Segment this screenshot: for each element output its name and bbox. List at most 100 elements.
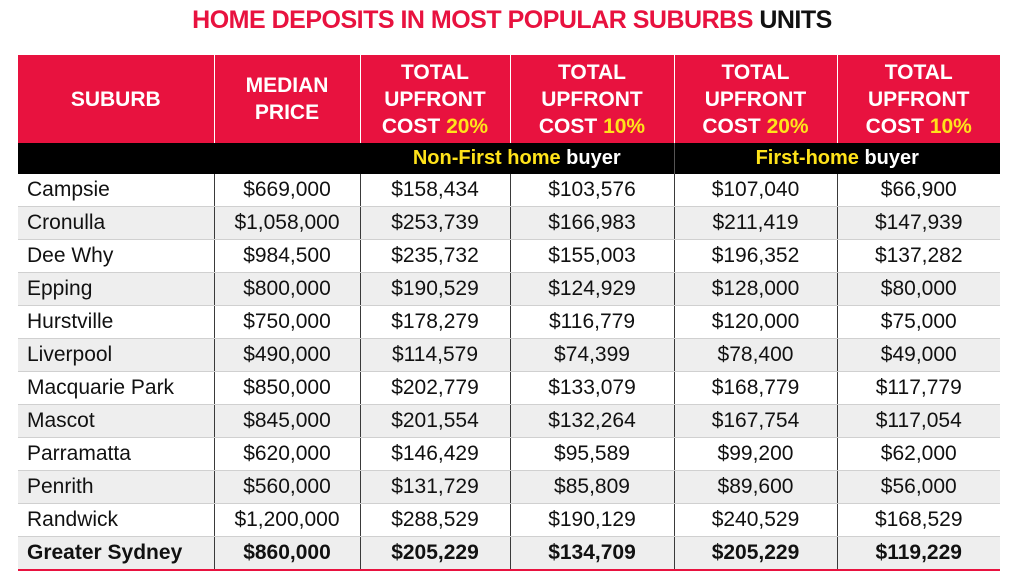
cell-nonfirst-20: $131,729	[360, 470, 511, 504]
header-row: SUBURB MEDIAN PRICE TOTAL UPFRONT COST 20% …	[18, 55, 1000, 143]
table-row: Randwick $1,200,000 $288,529 $190,129 $240,5…	[18, 503, 1000, 537]
cell-first-20: $196,352	[674, 239, 838, 273]
header-first-20: TOTAL UPFRONT COST 20%	[674, 55, 838, 143]
header-label: UPFRONT	[384, 87, 486, 111]
cell-median-price: $845,000	[214, 404, 361, 438]
buyer-group-row: Non-First home buyer First-home buyer	[18, 143, 1000, 174]
cell-suburb: Liverpool	[18, 338, 215, 372]
cell-nonfirst-10: $134,709	[510, 536, 675, 571]
cell-first-10: $137,282	[837, 239, 1000, 273]
cell-first-10: $66,900	[837, 174, 1000, 207]
cell-median-price: $860,000	[214, 536, 361, 571]
cell-suburb: Randwick	[18, 503, 215, 537]
header-label: COST	[865, 114, 924, 138]
cell-nonfirst-20: $158,434	[360, 174, 511, 207]
header-label: SUBURB	[70, 87, 161, 111]
group-rest: buyer	[560, 147, 621, 169]
cell-first-20: $211,419	[674, 206, 838, 240]
cell-nonfirst-10: $190,129	[510, 503, 675, 537]
cell-nonfirst-20: $114,579	[360, 338, 511, 372]
table-row: Dee Why $984,500 $235,732 $155,003 $196,352 $…	[18, 239, 1000, 273]
cell-nonfirst-10: $166,983	[510, 206, 675, 240]
header-pct: 10%	[603, 114, 646, 138]
table-title: HOME DEPOSITS IN MOST POPULAR SUBURBS UN…	[0, 6, 1024, 35]
cell-suburb: Campsie	[18, 174, 215, 207]
cell-median-price: $490,000	[214, 338, 361, 372]
table-row: Campsie $669,000 $158,434 $103,576 $107,040 $…	[18, 174, 1000, 207]
cell-suburb: Cronulla	[18, 206, 215, 240]
cell-suburb: Epping	[18, 272, 215, 306]
header-pct: 20%	[766, 114, 809, 138]
header-pct: 20%	[446, 114, 489, 138]
header-label: TOTAL	[400, 60, 470, 84]
header-label: TOTAL	[557, 60, 627, 84]
cell-first-10: $75,000	[837, 305, 1000, 339]
cell-suburb: Dee Why	[18, 239, 215, 273]
header-label: TOTAL	[721, 60, 790, 84]
header-suburb: SUBURB	[18, 55, 215, 143]
cell-median-price: $560,000	[214, 470, 361, 504]
cell-median-price: $669,000	[214, 174, 361, 207]
table-row: Cronulla $1,058,000 $253,739 $166,983 $211,4…	[18, 206, 1000, 240]
cell-first-10: $117,054	[837, 404, 1000, 438]
cell-nonfirst-10: $155,003	[510, 239, 675, 273]
group-first-home-buyer: First-home buyer	[674, 143, 1000, 174]
header-nonfirst-10: TOTAL UPFRONT COST 10%	[510, 55, 675, 143]
cell-first-20: $107,040	[674, 174, 838, 207]
cell-nonfirst-10: $132,264	[510, 404, 675, 438]
group-non-first-home-buyer: Non-First home buyer	[360, 143, 675, 174]
table-row: Parramatta $620,000 $146,429 $95,589 $99,200…	[18, 437, 1000, 471]
title-main: HOME DEPOSITS IN MOST POPULAR SUBURBS	[192, 6, 753, 34]
cell-nonfirst-10: $103,576	[510, 174, 675, 207]
cell-first-10: $80,000	[837, 272, 1000, 306]
cell-first-10: $119,229	[837, 536, 1000, 571]
cell-first-20: $99,200	[674, 437, 838, 471]
header-label: UPFRONT	[868, 87, 970, 111]
cell-median-price: $800,000	[214, 272, 361, 306]
cell-nonfirst-10: $124,929	[510, 272, 675, 306]
cell-nonfirst-20: $190,529	[360, 272, 511, 306]
table-row: Hurstville $750,000 $178,279 $116,779 $120,0…	[18, 305, 1000, 339]
cell-first-20: $78,400	[674, 338, 838, 372]
table-row: Epping $800,000 $190,529 $124,929 $128,000 $8…	[18, 272, 1000, 306]
cell-median-price: $750,000	[214, 305, 361, 339]
cell-first-10: $168,529	[837, 503, 1000, 537]
cell-first-10: $62,000	[837, 437, 1000, 471]
cell-first-20: $89,600	[674, 470, 838, 504]
cell-nonfirst-20: $202,779	[360, 371, 511, 405]
cell-nonfirst-10: $133,079	[510, 371, 675, 405]
cell-first-10: $56,000	[837, 470, 1000, 504]
table-row: Penrith $560,000 $131,729 $85,809 $89,600 $56…	[18, 470, 1000, 504]
cell-median-price: $620,000	[214, 437, 361, 471]
header-label: COST	[381, 114, 441, 138]
header-label: UPFRONT	[541, 87, 643, 111]
cell-first-20: $168,779	[674, 371, 838, 405]
table-row: Mascot $845,000 $201,554 $132,264 $167,754 $1…	[18, 404, 1000, 438]
cell-nonfirst-20: $146,429	[360, 437, 511, 471]
deposits-table: SUBURB MEDIAN PRICE TOTAL UPFRONT COST 20% …	[18, 55, 1000, 571]
cell-first-10: $117,779	[837, 371, 1000, 405]
cell-nonfirst-20: $288,529	[360, 503, 511, 537]
group-spacer	[18, 143, 360, 174]
cell-suburb: Mascot	[18, 404, 215, 438]
table-row: Liverpool $490,000 $114,579 $74,399 $78,400 $…	[18, 338, 1000, 372]
group-highlight: First-home	[755, 147, 859, 169]
header-label: PRICE	[254, 101, 320, 124]
title-suffix: UNITS	[759, 6, 832, 34]
group-rest: buyer	[858, 147, 919, 169]
cell-nonfirst-10: $85,809	[510, 470, 675, 504]
group-highlight: Non-First home	[412, 147, 561, 169]
header-nonfirst-20: TOTAL UPFRONT COST 20%	[360, 55, 511, 143]
cell-first-20: $240,529	[674, 503, 838, 537]
header-label: UPFRONT	[704, 87, 807, 111]
header-label: TOTAL	[884, 60, 953, 84]
cell-nonfirst-20: $235,732	[360, 239, 511, 273]
cell-median-price: $1,200,000	[214, 503, 361, 537]
cell-suburb: Parramatta	[18, 437, 215, 471]
cell-first-10: $147,939	[837, 206, 1000, 240]
table-body: Campsie $669,000 $158,434 $103,576 $107,040 $…	[18, 174, 1000, 571]
cell-nonfirst-20: $253,739	[360, 206, 511, 240]
cell-nonfirst-20: $205,229	[360, 536, 511, 571]
cell-suburb: Penrith	[18, 470, 215, 504]
cell-first-10: $49,000	[837, 338, 1000, 372]
